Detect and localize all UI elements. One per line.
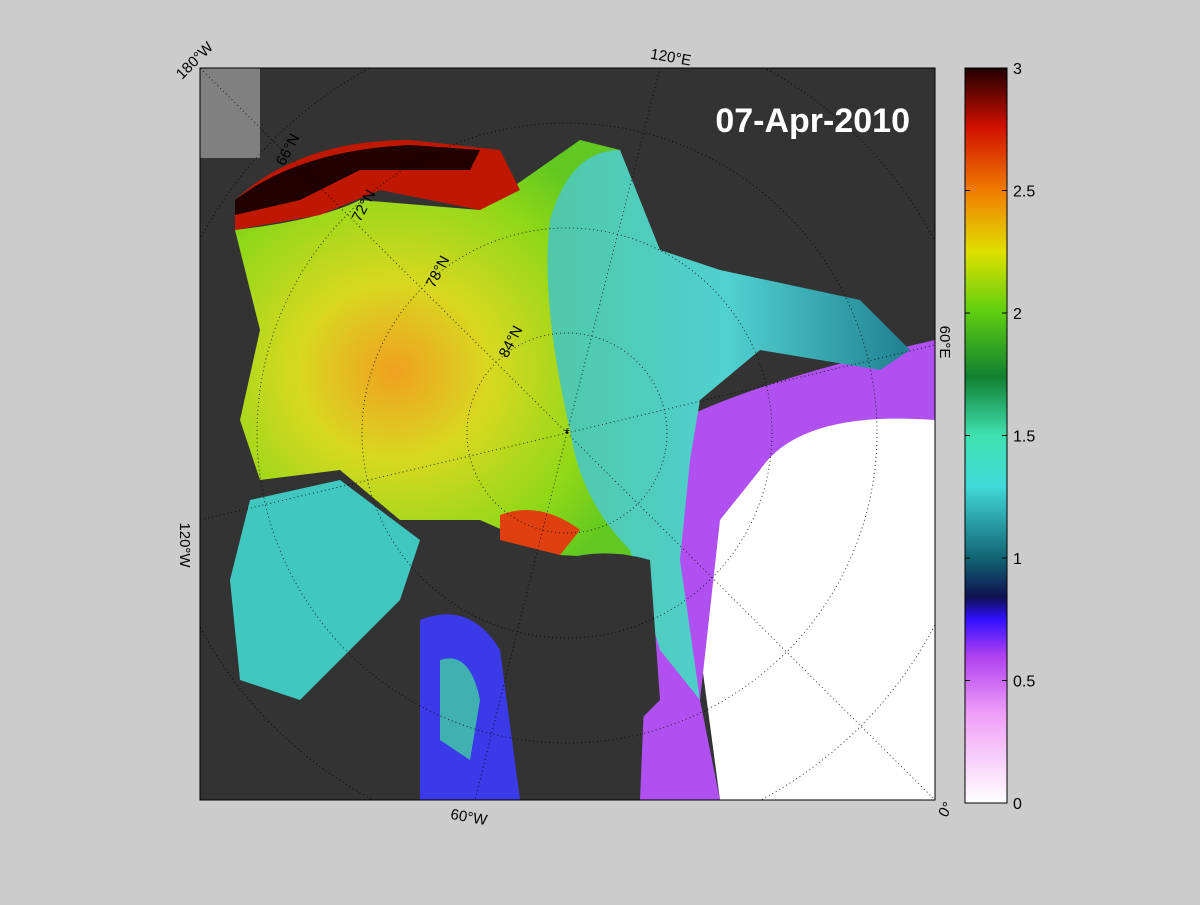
greenland (520, 553, 660, 760)
longitude-label: 120°E (649, 46, 692, 70)
longitude-label: 120°W (176, 522, 193, 568)
colorbar-tick-label: 1.5 (1013, 429, 1035, 446)
map-frame (199, 67, 936, 801)
latitude-line (466, 332, 668, 534)
latitude-line (361, 227, 773, 639)
longitude-label: 60°E (936, 326, 953, 359)
longitude-label: 60°W (449, 806, 489, 829)
thick-ice (500, 510, 580, 555)
longitude-line (200, 432, 568, 521)
colorbar-tick-label: 0 (1013, 796, 1022, 813)
longitude-label: 0° (935, 799, 957, 820)
archipelago-ice (230, 480, 420, 700)
date-label: 07-Apr-2010 (715, 102, 910, 140)
pole-marker: * (564, 425, 570, 441)
colorbar-tick-label: 2 (1013, 306, 1022, 323)
colorbar-tick-label: 2.5 (1013, 184, 1035, 201)
colorbar-tick-label: 1 (1013, 551, 1022, 568)
map-area: * (200, 68, 935, 800)
colorbar-tick-label: 0.5 (1013, 674, 1035, 691)
colorbar-scale (964, 67, 1008, 804)
longitude-line (566, 68, 661, 434)
colorbar: 0 0.5 1 1.5 2 2.5 3 (964, 61, 1035, 813)
colorbar-tick-label: 3 (1013, 61, 1022, 78)
thickest-ice (235, 145, 480, 215)
baffin-ice-thick (440, 658, 480, 760)
thin-ice (640, 340, 935, 800)
latitude-line (256, 122, 878, 744)
open-ocean (690, 380, 935, 800)
graticule (200, 68, 935, 800)
land-background (200, 68, 260, 158)
